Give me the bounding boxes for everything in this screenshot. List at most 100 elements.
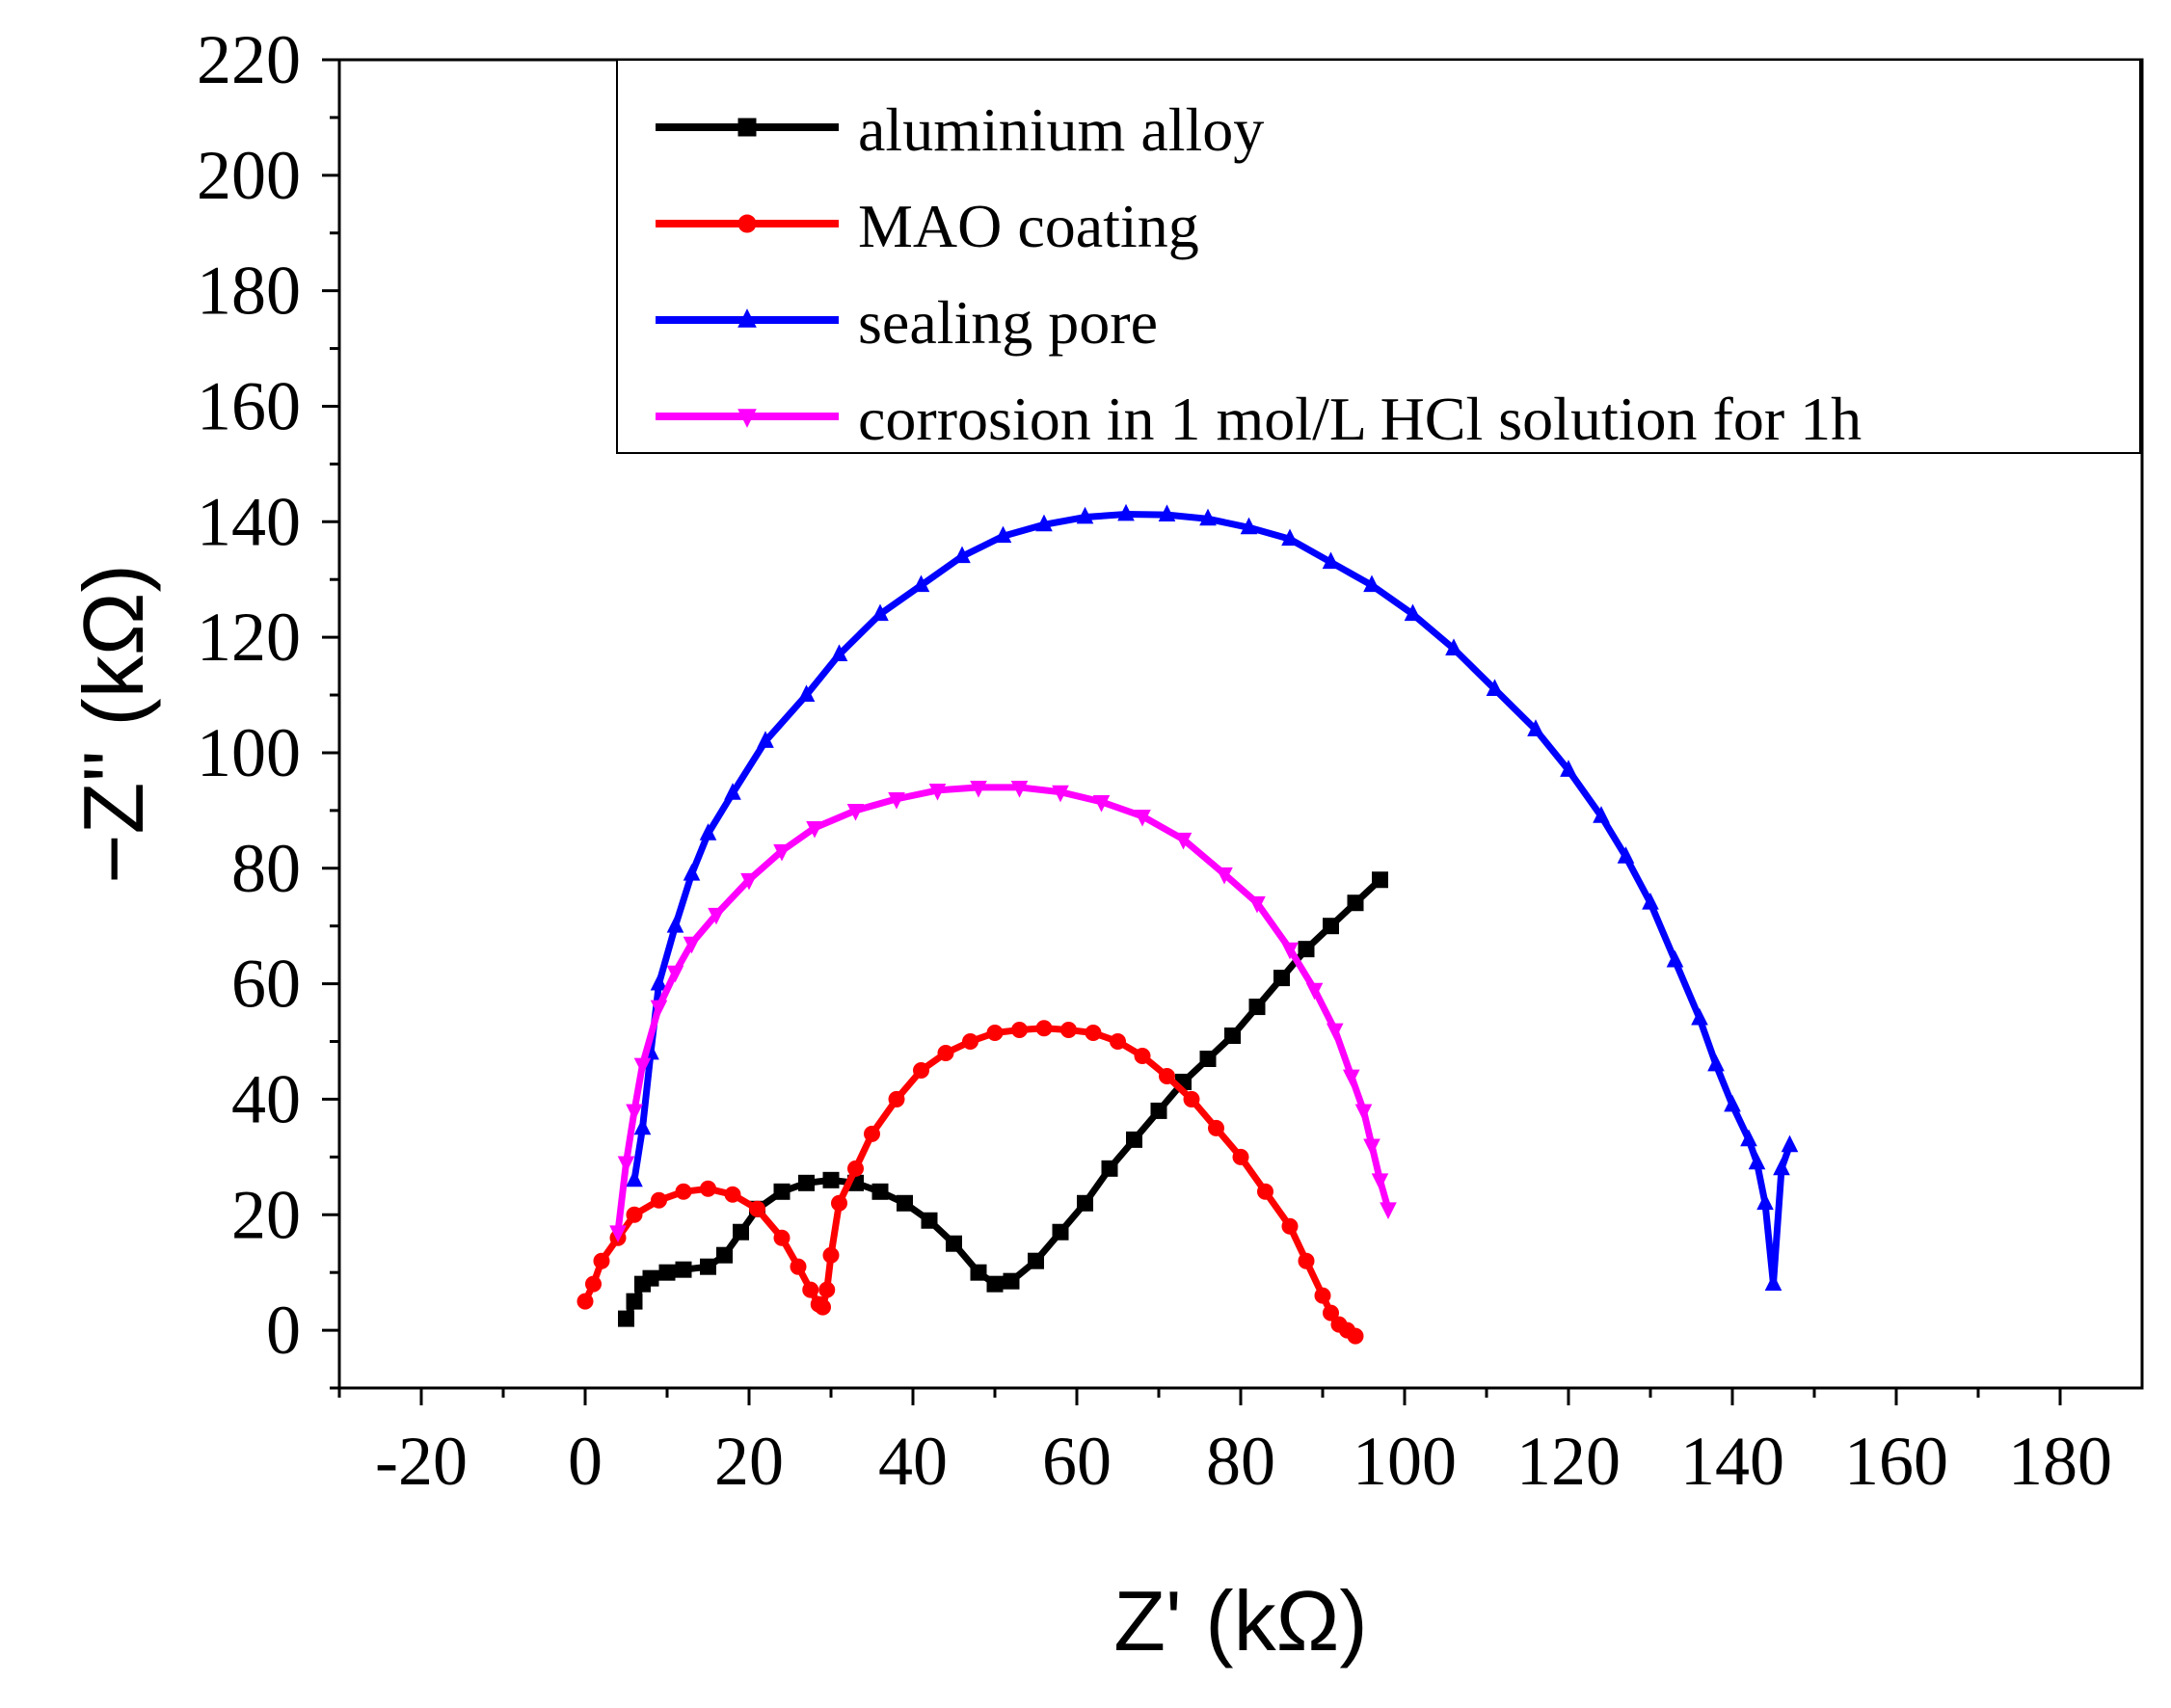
y-axis: 0 20 40 60 80 100 120 140 160 180 200 220 bbox=[197, 21, 339, 1390]
data-point bbox=[617, 1156, 635, 1174]
data-point bbox=[1363, 1138, 1380, 1157]
legend: aluminium alloy MAO coating sealing pore co… bbox=[616, 59, 2141, 454]
data-point bbox=[699, 823, 717, 841]
data-point bbox=[1199, 508, 1217, 526]
y-tick-label: 100 bbox=[197, 714, 301, 791]
series-line bbox=[630, 511, 1793, 1288]
data-point bbox=[633, 1057, 652, 1076]
data-point bbox=[953, 546, 971, 564]
series-3 bbox=[609, 781, 1397, 1242]
data-point bbox=[897, 1194, 913, 1212]
data-point bbox=[1240, 517, 1258, 535]
data-point bbox=[658, 1264, 676, 1281]
data-point bbox=[1342, 1069, 1360, 1087]
x-tick-label: 80 bbox=[1206, 1423, 1275, 1500]
x-tick-label: 180 bbox=[2008, 1423, 2112, 1500]
data-point bbox=[1281, 942, 1299, 960]
data-point bbox=[1527, 719, 1544, 736]
x-axis-title: Z' (kΩ) bbox=[1113, 1573, 1367, 1668]
data-point bbox=[675, 1183, 692, 1200]
data-point bbox=[1060, 1022, 1077, 1039]
data-point bbox=[626, 1206, 643, 1223]
data-point bbox=[1281, 1217, 1299, 1235]
data-point bbox=[651, 1191, 667, 1209]
data-point bbox=[700, 1180, 716, 1197]
y-tick-label: 160 bbox=[197, 367, 301, 444]
legend-label: MAO coating bbox=[858, 192, 1199, 260]
x-tick-label: 140 bbox=[1680, 1423, 1784, 1500]
y-axis-title: −Z'' (kΩ) bbox=[66, 564, 161, 884]
y-tick-label: 200 bbox=[197, 137, 301, 214]
data-point bbox=[1092, 794, 1111, 813]
data-point bbox=[650, 1000, 668, 1018]
series-line bbox=[581, 1025, 1358, 1339]
data-point bbox=[1363, 574, 1380, 593]
data-point bbox=[1110, 1033, 1126, 1051]
data-point bbox=[864, 1125, 880, 1142]
data-point bbox=[1323, 918, 1339, 935]
data-point bbox=[675, 1261, 692, 1278]
data-point bbox=[1445, 638, 1462, 656]
data-point bbox=[1281, 528, 1299, 547]
data-point bbox=[1011, 1022, 1028, 1039]
y-tick-label: 220 bbox=[197, 21, 301, 98]
data-point bbox=[650, 973, 668, 991]
y-tick-label: 80 bbox=[231, 830, 301, 907]
data-point bbox=[642, 1269, 659, 1287]
y-tick-label: 40 bbox=[231, 1060, 301, 1137]
data-point bbox=[740, 872, 758, 891]
series-layer bbox=[576, 503, 1799, 1345]
data-point bbox=[962, 1033, 978, 1051]
data-point bbox=[1076, 506, 1094, 524]
series-line bbox=[614, 784, 1392, 1233]
data-point bbox=[830, 644, 848, 662]
data-point bbox=[1764, 1273, 1782, 1292]
data-point bbox=[1174, 832, 1193, 850]
data-point bbox=[1707, 1054, 1725, 1072]
data-point bbox=[1003, 1272, 1020, 1290]
data-point bbox=[921, 1212, 938, 1229]
data-point bbox=[1322, 551, 1340, 570]
data-point bbox=[1134, 1048, 1151, 1064]
data-point bbox=[846, 803, 865, 821]
data-point bbox=[1372, 871, 1388, 889]
data-point bbox=[1773, 1158, 1790, 1176]
data-point bbox=[1158, 504, 1176, 522]
legend-item: aluminium alloy bbox=[656, 95, 1264, 164]
data-point bbox=[946, 1235, 962, 1252]
data-point bbox=[585, 1275, 602, 1293]
data-point bbox=[1101, 1160, 1118, 1177]
data-point bbox=[633, 1117, 652, 1135]
series-line bbox=[623, 877, 1382, 1321]
data-point bbox=[1593, 806, 1610, 823]
data-point bbox=[1052, 785, 1069, 803]
x-tick-label: 160 bbox=[1844, 1423, 1948, 1500]
data-point bbox=[888, 791, 905, 810]
data-point bbox=[871, 1183, 889, 1200]
data-point bbox=[847, 1160, 864, 1177]
data-point bbox=[1380, 1202, 1397, 1219]
data-point bbox=[1273, 970, 1290, 987]
data-point bbox=[1126, 1131, 1142, 1148]
data-point bbox=[708, 907, 725, 925]
data-point bbox=[1150, 1102, 1167, 1119]
data-point bbox=[733, 1223, 749, 1241]
legend-swatch-marker bbox=[737, 308, 757, 328]
x-tick-label: -20 bbox=[375, 1423, 468, 1500]
data-point bbox=[1617, 846, 1635, 864]
data-point bbox=[1208, 1119, 1224, 1136]
data-point bbox=[970, 781, 987, 798]
data-point bbox=[1404, 603, 1422, 622]
data-point bbox=[1354, 1104, 1373, 1122]
y-tick-label: 60 bbox=[231, 946, 301, 1023]
data-point bbox=[1314, 1287, 1331, 1304]
data-point bbox=[1323, 1304, 1339, 1321]
data-point bbox=[773, 843, 791, 862]
data-point bbox=[1781, 1134, 1799, 1153]
legend-label: aluminium alloy bbox=[858, 95, 1264, 164]
legend-box bbox=[616, 59, 2141, 454]
data-point bbox=[626, 1169, 643, 1188]
y-tick-label: 140 bbox=[197, 483, 301, 560]
